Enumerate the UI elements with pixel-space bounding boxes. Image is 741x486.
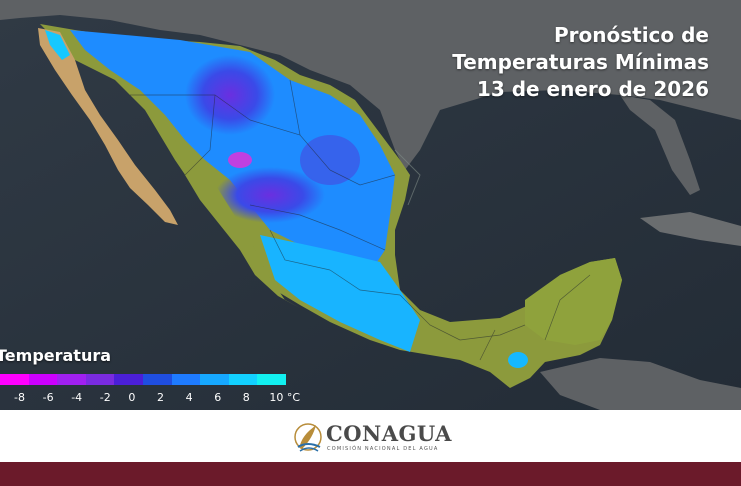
legend-tick: -8 — [14, 391, 25, 404]
legend-swatch — [28, 374, 58, 385]
legend-color-scale — [0, 374, 286, 385]
legend-tick: 8 — [242, 391, 250, 404]
legend-tick: 4 — [185, 391, 193, 404]
legend-tick: 2 — [157, 391, 164, 404]
legend-tick: 10 °C — [269, 391, 301, 404]
legend-swatch — [142, 374, 172, 385]
title-line-1: Pronóstico de — [554, 23, 709, 47]
cold-zone-center — [260, 235, 420, 352]
cold-spot-chiapas — [508, 352, 528, 368]
footer — [0, 410, 741, 462]
warm-coast-west — [175, 140, 300, 308]
cuba-land — [640, 212, 741, 246]
legend-swatch — [257, 374, 286, 385]
title-line-2: Temperaturas Mínimas — [452, 50, 709, 74]
legend-tick: 0 — [128, 391, 136, 404]
legend-title: Temperatura — [0, 346, 112, 365]
legend-swatch — [85, 374, 115, 385]
cold-core-chihuahua — [228, 152, 252, 168]
title-line-3: 13 de enero de 2026 — [476, 77, 709, 101]
logo-subtitle: COMISIÓN NACIONAL DEL AGUA — [327, 446, 439, 452]
cold-core-northeast — [300, 135, 360, 185]
baja-california-land — [38, 28, 178, 225]
legend-tick: -6 — [42, 391, 54, 404]
central-america-land — [540, 358, 741, 410]
cold-core-durango — [215, 167, 325, 223]
legend-swatch — [0, 374, 29, 385]
legend-tick: 6 — [214, 391, 222, 404]
legend-swatch — [57, 374, 86, 385]
conagua-emblem-icon — [294, 423, 322, 452]
legend-swatch — [171, 374, 201, 385]
conagua-logo: CONAGUA COMISIÓN NACIONAL DEL AGUA — [292, 419, 462, 457]
usa-land — [0, 0, 741, 170]
legend-swatch — [114, 374, 143, 385]
legend-tick: -2 — [99, 391, 111, 404]
gulf-coast — [394, 149, 421, 206]
legend-swatch — [228, 374, 258, 385]
temperature-map — [0, 0, 741, 410]
legend-tick-labels: -8 -6 -4 -2 0 2 4 6 8 10 °C — [0, 391, 320, 407]
brand-band — [0, 462, 741, 486]
yucatan-peninsula — [525, 258, 622, 345]
legend-swatch — [200, 374, 229, 385]
legend-tick: -4 — [71, 391, 83, 404]
cold-zone-peninsula — [45, 30, 70, 60]
cold-core-sierra — [185, 55, 275, 135]
florida-land — [620, 95, 700, 195]
forecast-title: Pronóstico de Temperaturas Mínimas 13 de… — [452, 22, 709, 103]
logo-name: CONAGUA — [326, 421, 452, 446]
state-borders — [130, 79, 591, 361]
